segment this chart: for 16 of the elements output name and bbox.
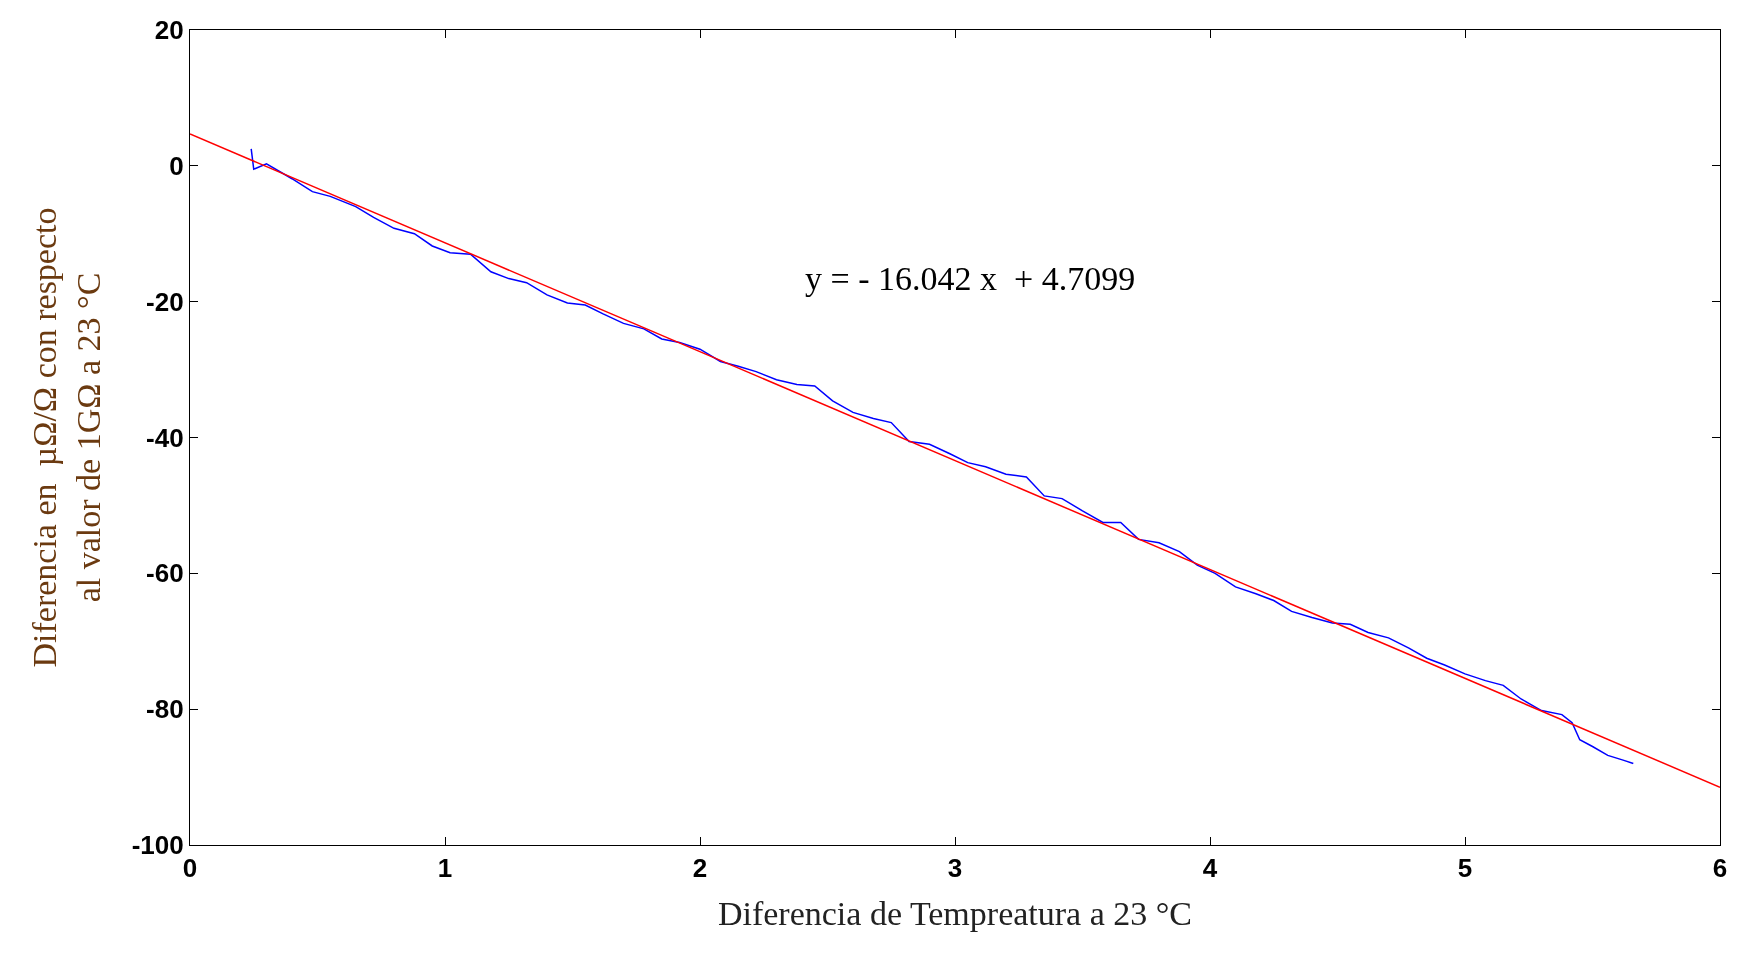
x-tick-label: 1 (437, 853, 453, 884)
y-tick-label: -20 (146, 286, 184, 317)
x-tick-label: 2 (692, 853, 708, 884)
x-tick-label: 6 (1712, 853, 1728, 884)
x-axis-title: Diferencia de Tempreatura a 23 °C (717, 894, 1193, 932)
y-tick-label: 20 (154, 15, 184, 46)
x-tick-label: 4 (1202, 853, 1218, 884)
y-tick-label: 0 (169, 150, 184, 181)
x-tick-label: 3 (947, 853, 963, 884)
annotation: y = - 16.042 x + 4.7099 (805, 260, 1136, 297)
y-tick-label: -60 (146, 558, 184, 589)
x-tick-label: 5 (1457, 853, 1473, 884)
y-tick-label: -40 (146, 422, 184, 453)
y-tick-label: -80 (146, 694, 184, 725)
y-tick-label: -100 (131, 830, 184, 861)
y-axis-title: Diferencia en µΩ/Ω con respecto al valor de 1GΩ a 23 °C (26, 207, 108, 668)
